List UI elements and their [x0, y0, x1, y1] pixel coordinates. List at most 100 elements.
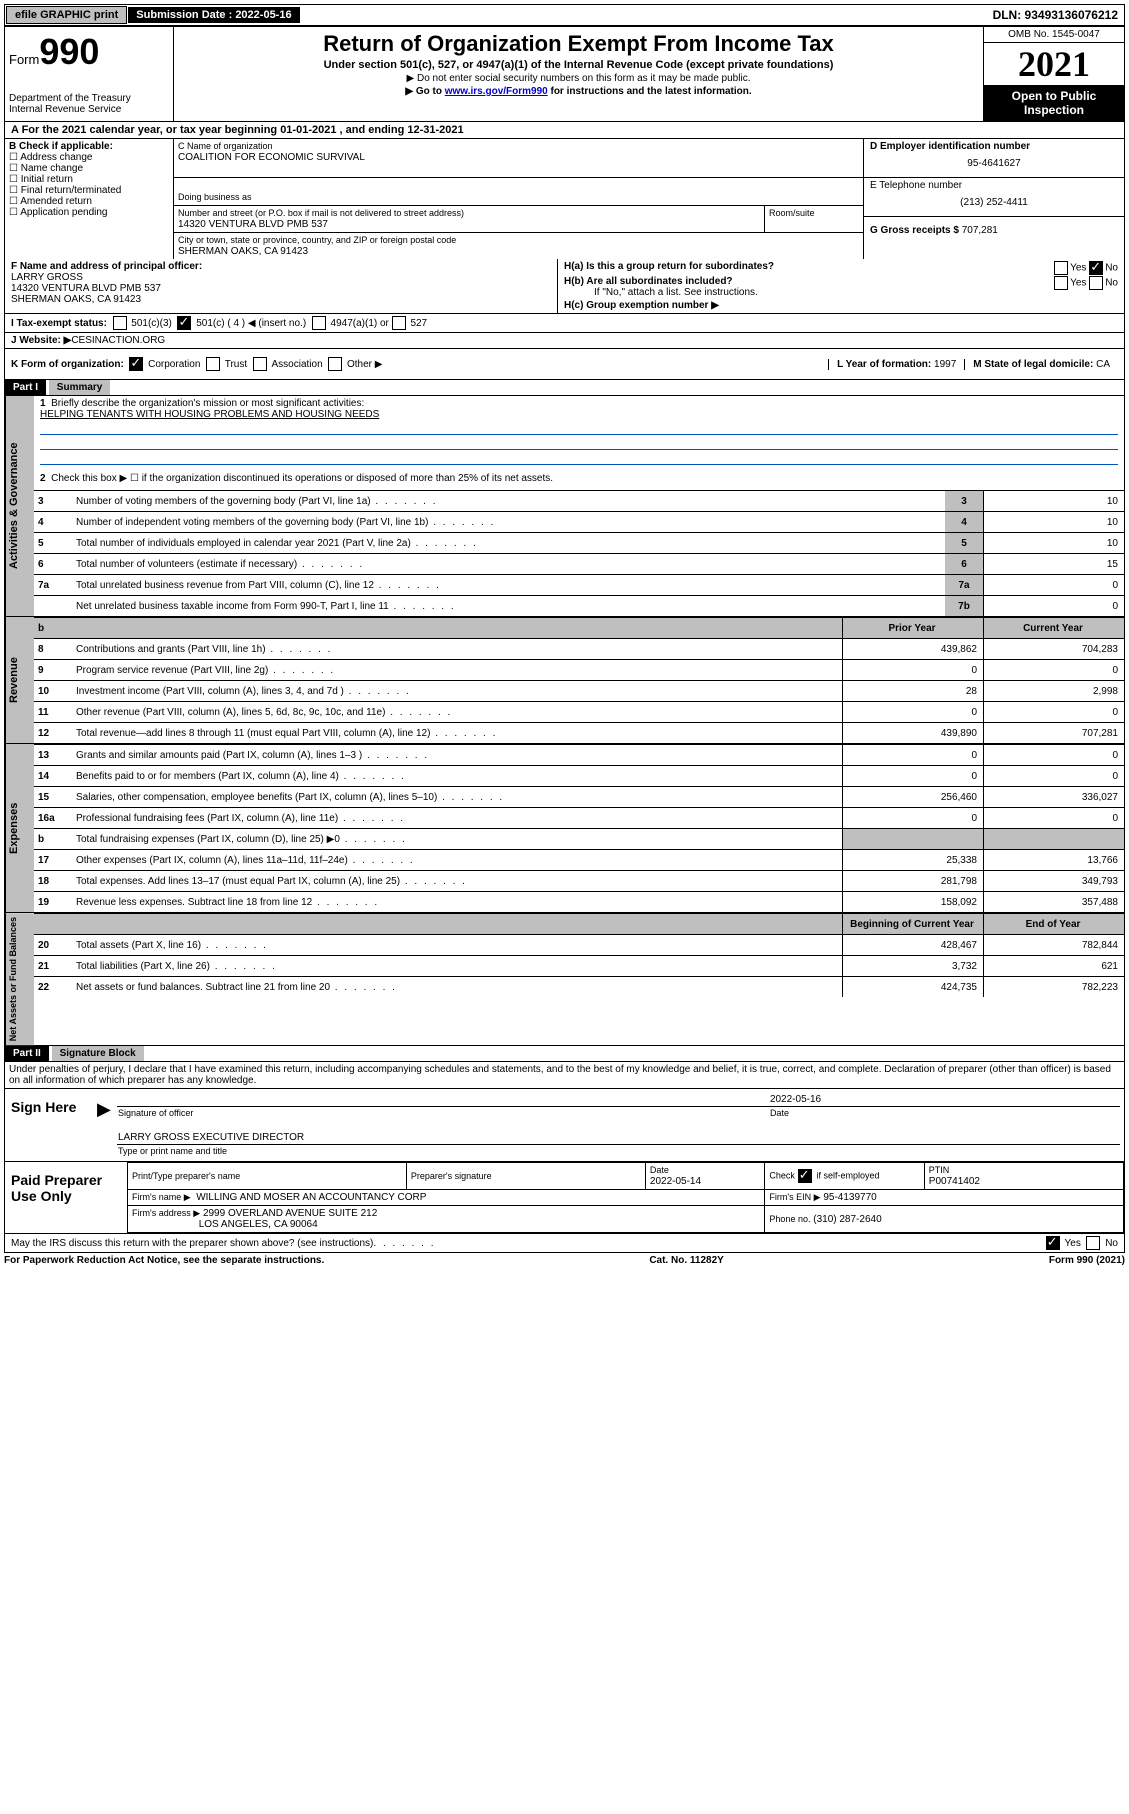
- lbl-trust: Trust: [225, 359, 247, 370]
- section-f: F Name and address of principal officer:…: [5, 259, 558, 313]
- prep-check-label: Check: [769, 1171, 795, 1181]
- chk-application-pending[interactable]: Application pending: [9, 207, 108, 218]
- tax-year: 2021: [984, 43, 1124, 85]
- chk-self-employed[interactable]: [798, 1169, 812, 1183]
- chk-4947[interactable]: [312, 316, 326, 330]
- table-row: 21 Total liabilities (Part X, line 26) 3…: [34, 956, 1124, 977]
- chk-ha-yes[interactable]: [1054, 261, 1068, 275]
- open-public: Open to Public Inspection: [984, 85, 1124, 121]
- expenses-section: Expenses 13 Grants and similar amounts p…: [4, 744, 1125, 913]
- top-bar: efile GRAPHIC print Submission Date : 20…: [4, 4, 1125, 27]
- chk-final-return[interactable]: Final return/terminated: [9, 185, 121, 196]
- table-row: 11 Other revenue (Part VIII, column (A),…: [34, 702, 1124, 723]
- phone-value: (213) 252-4411: [870, 197, 1118, 208]
- lbl-501c3: 501(c)(3): [131, 318, 172, 329]
- preparer-table: Print/Type preparer's name Preparer's si…: [127, 1162, 1124, 1233]
- lbl-4947: 4947(a)(1) or: [331, 318, 389, 329]
- table-row: 15 Salaries, other compensation, employe…: [34, 787, 1124, 808]
- activities-governance-section: Activities & Governance 1 Briefly descri…: [4, 396, 1125, 617]
- chk-hb-yes[interactable]: [1054, 276, 1068, 290]
- chk-amended-return[interactable]: Amended return: [9, 196, 92, 207]
- chk-address-change[interactable]: Address change: [9, 152, 92, 163]
- officer-group-row: F Name and address of principal officer:…: [4, 259, 1125, 314]
- hb-no-label: No: [1105, 278, 1118, 289]
- type-name-label: Type or print name and title: [117, 1145, 1120, 1158]
- footer-mid: Cat. No. 11282Y: [649, 1255, 723, 1266]
- chk-trust[interactable]: [206, 357, 220, 371]
- revenue-section: Revenue b Prior Year Current Year8 Contr…: [4, 617, 1125, 744]
- l-value: 1997: [934, 359, 956, 370]
- paid-preparer-label: Paid Preparer Use Only: [5, 1162, 127, 1233]
- form-header: Form990 Department of the Treasury Inter…: [4, 27, 1125, 122]
- dln-label: DLN: 93493136076212: [993, 8, 1124, 22]
- sig-officer-label: Signature of officer: [117, 1107, 769, 1120]
- goto-post: for instructions and the latest informat…: [548, 86, 752, 97]
- firm-ein-label: Firm's EIN ▶: [769, 1192, 820, 1202]
- phone-label: E Telephone number: [870, 180, 962, 191]
- goto-pre: ▶ Go to: [405, 86, 444, 97]
- officer-name-title: LARRY GROSS EXECUTIVE DIRECTOR: [117, 1131, 1120, 1145]
- efile-button[interactable]: efile GRAPHIC print: [6, 6, 127, 24]
- part1-title: Summary: [49, 380, 111, 395]
- omb-number: OMB No. 1545-0047: [984, 27, 1124, 43]
- chk-other[interactable]: [328, 357, 342, 371]
- firm-phone-label: Phone no.: [769, 1214, 810, 1224]
- m-value: CA: [1096, 359, 1110, 370]
- chk-ha-no[interactable]: [1089, 261, 1103, 275]
- lbl-527: 527: [410, 318, 427, 329]
- section-b-label: B Check if applicable:: [9, 141, 113, 152]
- firm-name-label: Firm's name ▶: [132, 1192, 191, 1202]
- form-subtitle: Under section 501(c), 527, or 4947(a)(1)…: [180, 59, 977, 71]
- officer-addr2: SHERMAN OAKS, CA 91423: [11, 294, 141, 305]
- irs-link[interactable]: www.irs.gov/Form990: [445, 86, 548, 97]
- dots-icon: [373, 1238, 435, 1249]
- chk-501c[interactable]: [177, 316, 191, 330]
- ein-value: 95-4641627: [870, 158, 1118, 169]
- chk-hb-no[interactable]: [1089, 276, 1103, 290]
- chk-501c3[interactable]: [113, 316, 127, 330]
- chk-527[interactable]: [392, 316, 406, 330]
- chk-name-change[interactable]: Name change: [9, 163, 83, 174]
- table-row: 8 Contributions and grants (Part VIII, l…: [34, 639, 1124, 660]
- table-row: 17 Other expenses (Part IX, column (A), …: [34, 850, 1124, 871]
- chk-corp[interactable]: [129, 357, 143, 371]
- net-table: Beginning of Current Year End of Year20 …: [34, 913, 1124, 997]
- gross-receipts-label: G Gross receipts $: [870, 225, 959, 236]
- ptin-label: PTIN: [929, 1165, 950, 1175]
- org-info-grid: B Check if applicable: Address change Na…: [4, 139, 1125, 259]
- prep-date-label: Date: [650, 1165, 669, 1175]
- table-row: 3 Number of voting members of the govern…: [34, 491, 1124, 512]
- sign-here-label: Sign Here: [5, 1089, 97, 1161]
- ha-yes-label: Yes: [1070, 263, 1086, 274]
- h-a-label: H(a) Is this a group return for subordin…: [564, 261, 774, 272]
- side-label-gov: Activities & Governance: [5, 396, 34, 616]
- net-assets-section: Net Assets or Fund Balances Beginning of…: [4, 913, 1125, 1046]
- form-title: Return of Organization Exempt From Incom…: [180, 31, 977, 57]
- h-c-label: H(c) Group exemption number ▶: [564, 300, 719, 311]
- footer-left: For Paperwork Reduction Act Notice, see …: [4, 1255, 324, 1266]
- period-row: A For the 2021 calendar year, or tax yea…: [4, 122, 1125, 139]
- footer-right: Form 990 (2021): [1049, 1255, 1125, 1266]
- city-state-zip: SHERMAN OAKS, CA 91423: [178, 246, 308, 257]
- chk-assoc[interactable]: [253, 357, 267, 371]
- firm-ein-value: 95-4139770: [823, 1192, 876, 1203]
- chk-initial-return[interactable]: Initial return: [9, 174, 73, 185]
- q2-text: Check this box ▶ ☐ if the organization d…: [51, 473, 553, 484]
- chk-discuss-yes[interactable]: [1046, 1236, 1060, 1250]
- side-label-rev: Revenue: [5, 617, 34, 743]
- org-name-label: C Name of organization: [178, 141, 273, 151]
- ha-no-label: No: [1105, 263, 1118, 274]
- prep-selfemp-label: if self-employed: [817, 1171, 880, 1181]
- gov-table: 3 Number of voting members of the govern…: [34, 490, 1124, 616]
- discuss-row: May the IRS discuss this return with the…: [4, 1234, 1125, 1253]
- firm-addr-label: Firm's address ▶: [132, 1208, 200, 1218]
- page-footer: For Paperwork Reduction Act Notice, see …: [4, 1253, 1125, 1268]
- officer-label: F Name and address of principal officer:: [11, 261, 202, 272]
- firm-name-value: WILLING AND MOSER AN ACCOUNTANCY CORP: [196, 1192, 426, 1203]
- chk-discuss-no[interactable]: [1086, 1236, 1100, 1250]
- section-j: J Website: ▶ CESINACTION.ORG: [4, 333, 1125, 349]
- table-row: 16a Professional fundraising fees (Part …: [34, 808, 1124, 829]
- sig-date-label: Date: [769, 1107, 1120, 1120]
- firm-phone-value: (310) 287-2640: [813, 1214, 881, 1225]
- table-row: 5 Total number of individuals employed i…: [34, 533, 1124, 554]
